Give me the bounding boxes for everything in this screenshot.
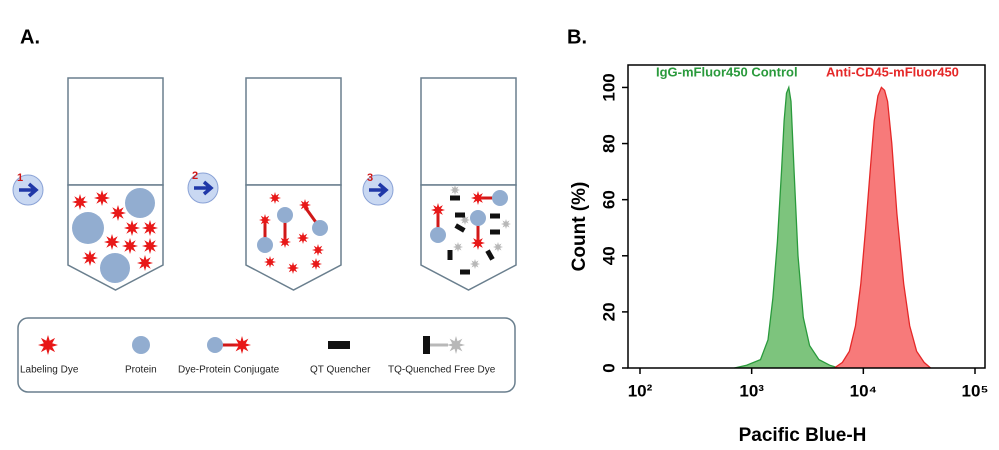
dye-icon: [310, 258, 322, 270]
dye-icon: [312, 244, 324, 256]
quencher-icon: [423, 336, 430, 354]
dye-icon: [269, 192, 281, 204]
protein-icon: [492, 190, 508, 206]
diagram: 1 2 3 Labeling Dye Protein Dye-Protein Conjug…: [12, 77, 517, 376]
dye-icon: [279, 236, 291, 248]
y-tick-label: 100: [599, 73, 618, 101]
step-arrow: [369, 182, 389, 198]
quencher-icon: [455, 212, 465, 218]
dye-icon: [104, 234, 120, 250]
dye-icon: [122, 238, 138, 254]
x-tick-label: 10⁵: [962, 381, 989, 400]
dye-icon: [142, 220, 158, 236]
dye-icon: [471, 236, 485, 250]
dye-icon: [297, 232, 309, 244]
dye-icon: [124, 220, 140, 236]
dye-icon: [287, 262, 299, 274]
dye-icon: [94, 190, 110, 206]
line: [833, 86, 932, 369]
protein-icon: [277, 207, 293, 223]
chart: 0 20 40 60 80 100 10² 10³ 10⁴ 10⁵ Pacific Blue-H Co…: [569, 64, 988, 446]
legend-box: [17, 317, 516, 393]
dye-icon: [110, 205, 126, 221]
protein-icon: [430, 227, 446, 243]
protein-icon: [257, 237, 273, 253]
series-label: Anti-CD45-mFluor450: [826, 64, 959, 79]
dye-icon: [137, 255, 153, 271]
legend-label: Dye-Protein Conjugate: [178, 365, 280, 376]
panel-label: B.: [567, 26, 587, 48]
y-tick-label: 60: [599, 190, 618, 209]
area: [734, 87, 839, 369]
dye-icon: [233, 336, 251, 354]
step-arrow: [194, 180, 214, 196]
tube-top: [245, 77, 342, 186]
step-arrow: [19, 182, 39, 198]
tube-bottom: [420, 184, 517, 291]
quencher-icon: [328, 341, 350, 349]
series-label: IgG-mFluor450 Control: [656, 64, 798, 79]
protein-icon: [132, 336, 150, 354]
panel-label: A.: [20, 26, 40, 48]
dye-icon: [38, 335, 58, 355]
tube-top: [420, 77, 517, 186]
quencher-icon: [490, 229, 500, 235]
x-axis-label: Pacific Blue-H: [739, 425, 867, 446]
quencher-icon: [447, 250, 453, 260]
dye-icon: [447, 336, 465, 354]
y-tick-label: 0: [599, 363, 618, 372]
step-number: 2: [192, 170, 198, 182]
legend-label: Protein: [125, 365, 157, 376]
dye-icon: [259, 214, 271, 226]
dye-icon: [450, 185, 460, 195]
dye-icon: [431, 203, 445, 217]
x-tick-label: 10²: [628, 381, 653, 400]
quencher-icon: [450, 195, 460, 201]
dye-icon: [72, 194, 88, 210]
tube-bottom: [245, 184, 342, 291]
y-tick-label: 80: [599, 134, 618, 153]
dye-icon: [471, 191, 485, 205]
area: [834, 87, 931, 369]
tube-top: [67, 77, 164, 186]
step-number: 1: [17, 172, 23, 184]
line: [734, 84, 839, 369]
plot-frame: [627, 64, 986, 369]
quencher-icon: [485, 249, 495, 261]
protein-icon: [125, 188, 155, 218]
dye-icon: [264, 256, 276, 268]
dye-icon: [501, 219, 511, 229]
dye-icon: [142, 238, 158, 254]
quencher-icon: [460, 269, 470, 275]
dye-icon: [299, 199, 311, 211]
dye-icon: [470, 259, 480, 269]
protein-icon: [100, 253, 130, 283]
protein-icon: [312, 220, 328, 236]
y-tick-label: 40: [599, 246, 618, 265]
quencher-icon: [454, 223, 466, 233]
quencher-icon: [490, 213, 500, 219]
dye-icon: [493, 242, 503, 252]
x-tick-label: 10⁴: [850, 381, 877, 400]
dye-icon: [82, 250, 98, 266]
protein-icon: [207, 337, 223, 353]
legend-label: Labeling Dye: [20, 365, 79, 376]
y-axis-label: Count (%): [569, 182, 590, 272]
legend-label: QT Quencher: [310, 365, 371, 376]
dye-icon: [453, 242, 463, 252]
step-number: 3: [367, 172, 373, 184]
x-tick-label: 10³: [739, 381, 764, 400]
y-tick-label: 20: [599, 302, 618, 321]
protein-icon: [470, 210, 486, 226]
legend-label: TQ-Quenched Free Dye: [388, 365, 496, 376]
protein-icon: [72, 212, 104, 244]
